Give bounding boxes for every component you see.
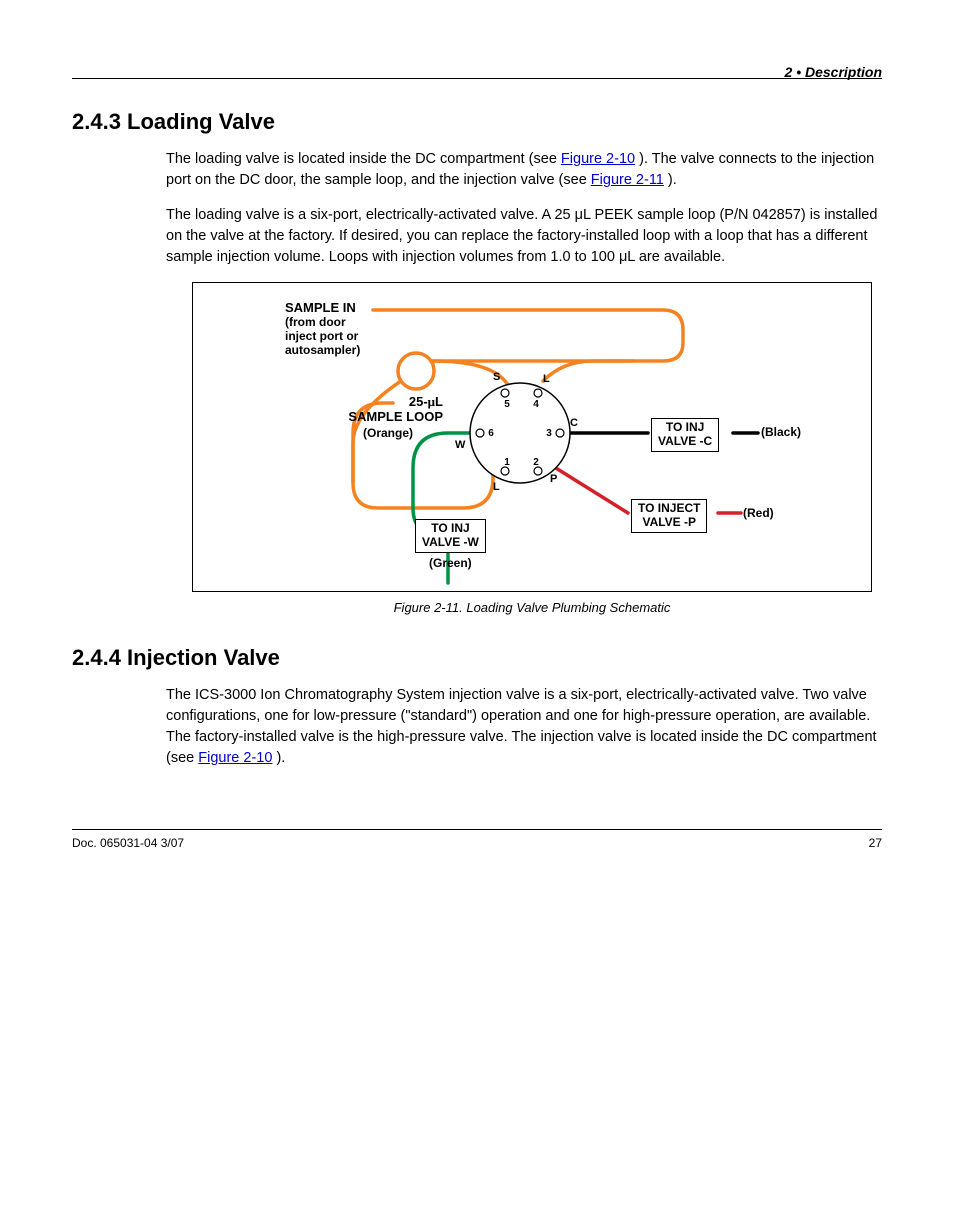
svg-text:6: 6 <box>488 428 494 439</box>
port-l-bot: L <box>493 481 500 494</box>
svg-text:2: 2 <box>533 457 539 468</box>
figure-2-11: 5 4 3 2 1 6 SAMPLE IN (from doorinject p… <box>192 282 872 592</box>
label-sample-loop: 25-μLSAMPLE LOOP (Orange) <box>333 395 443 441</box>
port-c: C <box>570 417 578 430</box>
port-w: W <box>455 439 465 452</box>
svg-text:1: 1 <box>504 457 510 468</box>
box-inj-w-label: TO INJVALVE -W <box>415 519 486 553</box>
label-sample-in: SAMPLE IN (from doorinject port orautosa… <box>285 301 360 357</box>
label-green: (Green) <box>429 557 472 571</box>
label-black: (Black) <box>761 426 801 440</box>
port-p: P <box>550 473 557 486</box>
port-s: S <box>493 371 500 384</box>
box-inj-valve-w: TO INJVALVE -W <box>415 519 486 553</box>
figure-crossref-link[interactable]: Figure 2-10 <box>198 750 272 766</box>
footer-docid: Doc. 065031-04 3/07 <box>72 836 184 850</box>
header-running-title: 2 • Description <box>785 64 882 80</box>
figure-wrap: 5 4 3 2 1 6 SAMPLE IN (from doorinject p… <box>192 282 882 615</box>
loading-valve-p1: The loading valve is located inside the … <box>166 149 882 191</box>
header-rule <box>72 78 882 79</box>
figure-crossref-link[interactable]: Figure 2-10 <box>561 151 635 167</box>
figure-caption: Figure 2-11. Loading Valve Plumbing Sche… <box>192 600 872 615</box>
section-title-injection-valve: 2.4.4 Injection Valve <box>72 645 882 671</box>
text-frag: ). <box>668 172 677 188</box>
injection-valve-p1: The ICS-3000 Ion Chromatography System i… <box>166 685 882 769</box>
label-loop-color: (Orange) <box>333 427 443 441</box>
box-inj-c-label: TO INJVALVE -C <box>651 418 719 452</box>
text-frag: ). <box>276 750 285 766</box>
text-frag: The ICS-3000 Ion Chromatography System i… <box>166 687 877 766</box>
port-l-top: L <box>543 373 550 386</box>
section-title-loading-valve: 2.4.3 Loading Valve <box>72 109 882 135</box>
page-root: { "header": { "right": "2 • Description"… <box>0 0 954 890</box>
svg-text:4: 4 <box>533 399 539 410</box>
box-inj-valve-p: TO INJECTVALVE -P <box>631 499 707 533</box>
box-inj-p-label: TO INJECTVALVE -P <box>631 499 707 533</box>
box-inj-valve-c: TO INJVALVE -C <box>651 418 719 452</box>
svg-text:3: 3 <box>546 428 552 439</box>
label-red: (Red) <box>743 507 774 521</box>
svg-text:5: 5 <box>504 399 510 410</box>
page-footer: Doc. 065031-04 3/07 27 <box>72 829 882 850</box>
label-text: SAMPLE IN <box>285 300 356 315</box>
text-frag: The loading valve is located inside the … <box>166 151 561 167</box>
label-sample-in-sub: (from doorinject port orautosampler) <box>285 316 360 357</box>
footer-page-number: 27 <box>869 836 882 850</box>
loading-valve-p2: The loading valve is a six-port, electri… <box>166 205 882 268</box>
figure-crossref-link[interactable]: Figure 2-11 <box>591 172 664 188</box>
